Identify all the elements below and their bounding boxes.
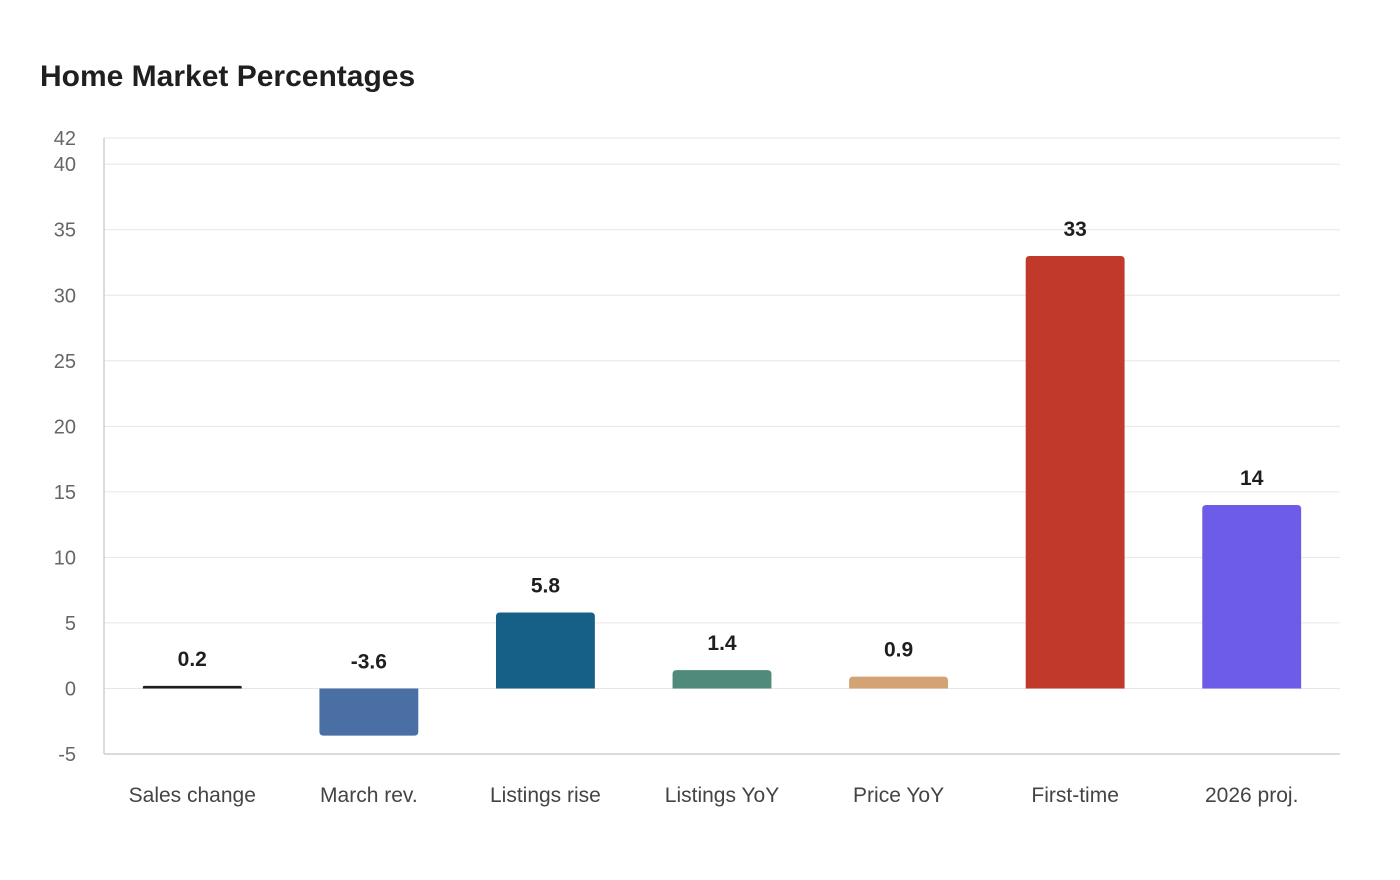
y-tick-label: 0: [65, 678, 76, 700]
bar-value-label: -3.6: [351, 650, 387, 673]
x-category-label: Sales change: [129, 784, 256, 807]
y-tick-label: 10: [54, 547, 76, 569]
bar: [319, 688, 419, 736]
chart-title: Home Market Percentages: [40, 60, 416, 93]
y-tick-label: 40: [54, 154, 76, 176]
bar: [1202, 504, 1302, 689]
grid-lines: [104, 137, 1340, 689]
x-category-label: 2026 proj.: [1205, 784, 1298, 807]
data-labels: 0.2 -3.6 5.8 1.4 0.9 33 14: [178, 218, 1264, 674]
x-category-label: First-time: [1031, 784, 1119, 807]
y-tick-label: 30: [54, 285, 76, 307]
x-category-label: Listings YoY: [665, 784, 779, 807]
y-tick-label: 5: [65, 613, 76, 635]
y-tick-label: 15: [54, 482, 76, 504]
bar-value-label: 33: [1063, 218, 1086, 241]
x-category-label: March rev.: [320, 784, 418, 807]
bar-value-label: 1.4: [707, 632, 737, 655]
y-tick-label: 25: [54, 351, 76, 373]
bar-value-label: 0.9: [884, 639, 913, 662]
bar: [495, 612, 595, 689]
bar-value-label: 5.8: [531, 574, 561, 597]
x-category-labels: Sales change March rev. Listings rise Listi…: [129, 784, 1299, 807]
bar-value-label: 14: [1240, 467, 1264, 490]
bar-value-label: 0.2: [178, 648, 207, 671]
y-tick-label: 42: [54, 128, 76, 150]
y-tick-label: 20: [54, 416, 76, 438]
bar: [142, 685, 242, 689]
bar: [672, 670, 772, 689]
y-tick-label: -5: [58, 744, 76, 766]
y-tick-label: 35: [54, 220, 76, 242]
x-category-label: Listings rise: [490, 784, 601, 807]
x-category-label: Price YoY: [853, 784, 944, 807]
bar: [1025, 255, 1125, 689]
y-tick-labels: -5 0 5 10 15 20 25 30 35 40 42: [54, 128, 76, 766]
bars: [142, 255, 1302, 736]
bar: [849, 676, 949, 689]
axes: [103, 138, 1340, 755]
